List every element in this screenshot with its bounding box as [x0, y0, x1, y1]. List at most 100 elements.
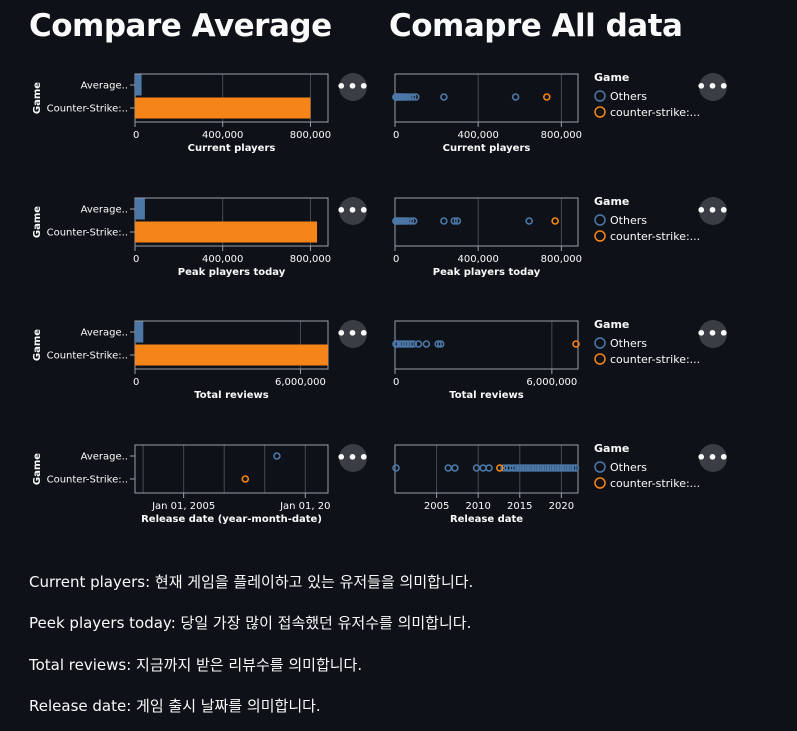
left-chart-4-category-label: Counter-Strike:.. [47, 475, 128, 486]
right-chart-3-point-others [406, 340, 415, 348]
left-chart-2-tick-label: 0 [133, 254, 139, 265]
right-chart-4-legend-label: counter-strike:... [610, 477, 700, 490]
right-chart-4-legend-title: Game [594, 442, 629, 455]
chart-menu-button[interactable]: ••• [696, 320, 729, 348]
left-chart-2-bar [135, 221, 318, 243]
left-chart-2-category-label: Counter-Strike:.. [47, 228, 128, 239]
right-chart-3-point-target [572, 340, 580, 348]
right-chart-1-plot-frame [394, 73, 579, 123]
right-chart-2-point-others [453, 217, 462, 225]
right-chart-1-tick-label: 400,000 [458, 130, 499, 141]
right-chart-4-point-others [539, 464, 547, 472]
right-chart-4-point-others [526, 464, 535, 472]
left-chart-1-y-axis-title: Game [32, 82, 43, 114]
left-chart-1-tick-label: 0 [133, 130, 139, 141]
left-chart-1-tick-label: 400,000 [202, 130, 243, 141]
left-chart-2-tick-label: 800,000 [290, 254, 331, 265]
left-chart-4-y-axis-title: Game [32, 453, 43, 485]
left-chart-3-tick-label: 6,000,000 [275, 377, 326, 388]
right-chart-4-tick-label: 2010 [465, 501, 490, 512]
left-chart-1-tick-label: 800,000 [290, 130, 331, 141]
chart-menu-button[interactable]: ••• [696, 444, 729, 472]
right-chart-3-tick-label: 0 [393, 377, 399, 388]
left-chart-3-bar [135, 321, 144, 343]
left-chart-2-bar [135, 198, 145, 220]
right-chart-3-point-others [434, 340, 442, 348]
right-chart-3-legend-title: Game [594, 318, 629, 331]
left-chart-4-point [241, 475, 250, 483]
right-chart-4-point-others [561, 464, 570, 472]
left-chart-3-category-label: Counter-Strike:.. [47, 351, 128, 362]
right-chart-4-point-others [546, 464, 555, 472]
right-chart-3-x-axis-title: Total reviews [449, 390, 523, 401]
right-chart-4-tick-label: 2015 [507, 501, 532, 512]
left-chart-1-x-axis-title: Current players [188, 143, 276, 154]
right-chart-4-point-others [444, 464, 453, 472]
chart-menu-button[interactable]: ••• [696, 197, 729, 225]
left-chart-2-tick-label: 400,000 [202, 254, 243, 265]
left-chart-2-y-axis-title: Game [32, 206, 43, 238]
right-chart-1-tick-label: 800,000 [541, 130, 582, 141]
right-chart-4-point-others [569, 464, 577, 472]
right-chart-1-point-others [411, 93, 420, 101]
right-chart-3-tick-label: 6,000,000 [526, 377, 577, 388]
right-chart-4-legend-swatch [594, 461, 606, 473]
right-chart-1-point-others [408, 93, 417, 101]
right-chart-4-point-others [566, 464, 575, 472]
left-chart-4-category-label: Average.. [81, 452, 128, 463]
left-chart-1-category-label: Average.. [81, 81, 128, 92]
right-chart-4-point-others [514, 464, 522, 472]
right-chart-4-point-others [524, 464, 532, 472]
right-chart-4-point-others [571, 464, 580, 472]
right-chart-2-tick-label: 800,000 [541, 254, 582, 265]
note-peak-players: Peek players today: 당일 가장 많이 접속했던 유저수를 의… [29, 614, 472, 632]
left-chart-2-x-axis-title: Peak players today [178, 267, 286, 278]
right-chart-1-legend-swatch [594, 90, 606, 102]
right-chart-4-legend-label: Others [610, 461, 647, 474]
right-chart-2-x-axis-title: Peak players today [433, 267, 541, 278]
right-chart-4-point-target [496, 464, 504, 472]
left-chart-3-x-axis-title: Total reviews [194, 390, 268, 401]
chart-menu-button[interactable]: ••• [336, 197, 369, 225]
left-chart-3-y-axis-title: Game [32, 329, 43, 361]
right-chart-2-point-others [525, 217, 533, 225]
right-chart-4-point-others [556, 464, 565, 472]
right-chart-4-point-others [509, 464, 517, 472]
right-chart-2-legend-swatch [594, 230, 606, 242]
note-current-players: Current players: 현재 게임을 플레이하고 있는 유저들을 의미… [29, 573, 474, 591]
right-chart-2-point-others [450, 217, 459, 225]
left-chart-3-bar [135, 344, 328, 366]
right-chart-2-point-target [551, 217, 559, 225]
left-chart-1-bar [135, 74, 142, 96]
left-chart-4-tick-label: Jan 01, 2005 [151, 501, 215, 512]
note-total-reviews: Total reviews: 지금까지 받은 리뷰수를 의미합니다. [29, 656, 363, 674]
left-chart-3-category-label: Average.. [81, 328, 128, 339]
right-chart-4-tick-label: 2005 [424, 501, 449, 512]
right-chart-2-point-others [409, 217, 418, 225]
heading-compare-average: Compare Average [29, 8, 332, 44]
right-chart-4-point-others [549, 464, 557, 472]
right-chart-1-point-others [511, 93, 520, 101]
right-chart-2-plot-frame [394, 197, 579, 247]
right-chart-1-legend-label: Others [610, 90, 647, 103]
left-chart-4-tick-label: Jan 01, 20 [279, 501, 330, 512]
right-chart-2-tick-label: 400,000 [458, 254, 499, 265]
chart-menu-button[interactable]: ••• [336, 73, 369, 101]
right-chart-4-point-others [519, 464, 527, 472]
left-chart-1-bar [135, 97, 311, 119]
right-chart-4-x-axis-title: Release date [450, 514, 523, 525]
right-chart-4-point-others [551, 464, 560, 472]
right-chart-1-point-others [440, 93, 448, 101]
right-chart-4-point-others [392, 464, 400, 472]
chart-menu-button[interactable]: ••• [696, 73, 729, 101]
chart-menu-button[interactable]: ••• [336, 320, 369, 348]
right-chart-3-legend-swatch [594, 353, 606, 365]
chart-menu-button[interactable]: ••• [336, 444, 369, 472]
right-chart-1-legend-swatch [594, 106, 606, 118]
right-chart-2-point-others [440, 217, 448, 225]
right-chart-4-point-others [511, 464, 520, 472]
right-chart-4-point-others [564, 464, 572, 472]
right-chart-3-legend-label: counter-strike:... [610, 353, 700, 366]
right-chart-4-point-others [554, 464, 562, 472]
charts-canvas: 0 400,000 800,000 Current players Average.. C… [32, 71, 700, 525]
